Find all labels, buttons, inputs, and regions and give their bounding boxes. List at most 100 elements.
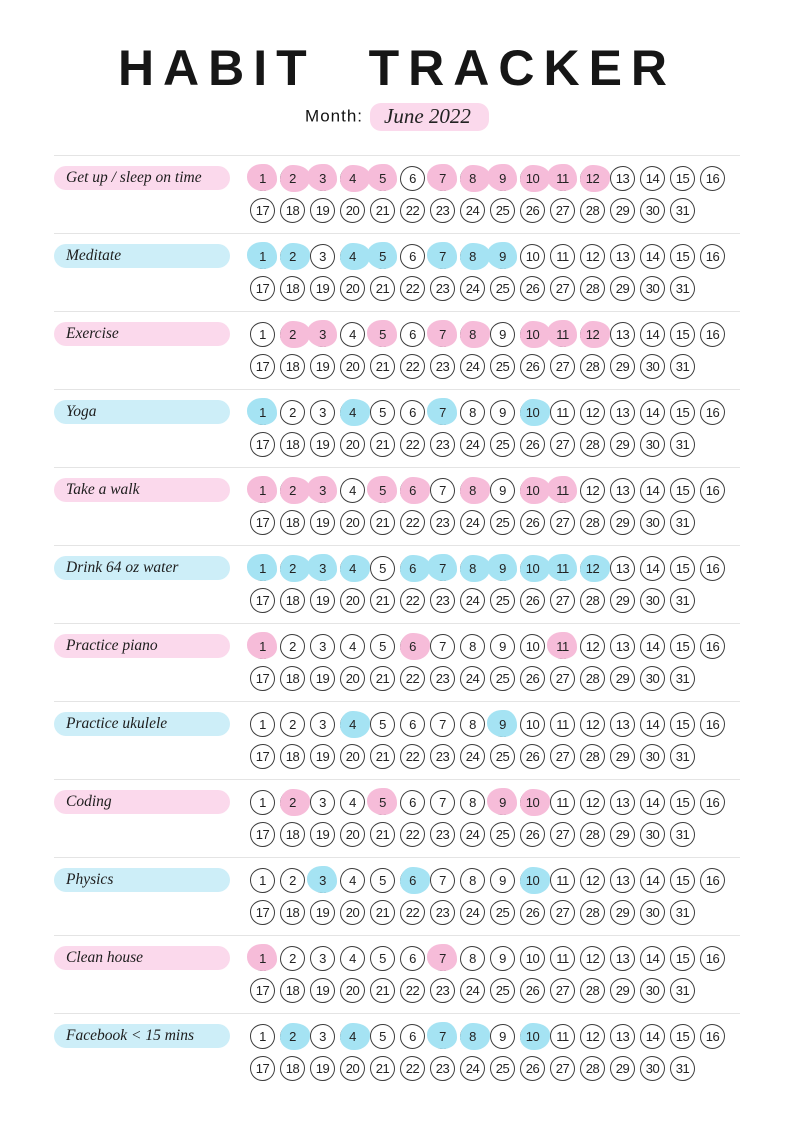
days-17-31: 17 18 19 20 21 22 23 24 25 26 27 28 29 30 31 [250,431,725,457]
day-cell: 10 [520,243,545,269]
day-cell: 1 [247,943,277,971]
day-cell: 22 [400,665,425,691]
habit-label: Take a walk [54,478,230,502]
days-1-16: 1 2 3 4 5 6 7 8 9 10 11 12 13 14 15 16 [250,709,725,738]
day-cell: 15 [670,945,695,971]
day-cell: 3 [307,319,337,347]
day-grid: 1 2 3 4 5 6 7 8 9 10 11 12 13 14 15 16 17 18 19 20 21 22 23 24… [247,397,725,457]
days-17-31: 17 18 19 20 21 22 23 24 25 26 27 28 29 30 31 [250,509,725,535]
day-cell: 9 [490,1023,515,1049]
day-cell: 13 [610,555,635,581]
day-cell: 13 [610,633,635,659]
day-cell: 8 [460,164,490,192]
day-cell: 11 [547,631,577,659]
day-cell: 31 [670,899,695,925]
day-cell: 30 [640,431,665,457]
day-cell: 9 [487,163,517,191]
day-cell: 26 [520,353,545,379]
days-17-31: 17 18 19 20 21 22 23 24 25 26 27 28 29 30 31 [250,665,725,691]
day-grid: 1 2 3 4 5 6 7 8 9 10 11 12 13 14 15 16 17 18 19 20 21 22 23 24… [247,475,725,535]
day-cell: 31 [670,353,695,379]
day-cell: 16 [700,477,725,503]
day-cell: 10 [520,398,550,426]
day-cell: 30 [640,821,665,847]
day-cell: 16 [700,789,725,815]
day-cell: 22 [400,431,425,457]
day-cell: 22 [400,353,425,379]
day-cell: 10 [520,554,550,582]
day-cell: 25 [490,431,515,457]
day-cell: 8 [460,633,485,659]
days-17-31: 17 18 19 20 21 22 23 24 25 26 27 28 29 30 31 [250,587,725,613]
day-cell: 3 [310,711,335,737]
day-cell: 5 [370,711,395,737]
day-grid: 1 2 3 4 5 6 7 8 9 10 11 12 13 14 15 16 17 18 19 20 21 22 23 24… [250,709,725,769]
habit-row: Clean house 1 2 3 4 5 6 7 8 9 10 11 12 13 14 15 16 17 18… [54,934,740,1013]
day-cell: 12 [580,399,605,425]
day-cell: 21 [370,431,395,457]
day-cell: 1 [247,475,277,503]
day-cell: 18 [280,353,305,379]
day-cell: 30 [640,899,665,925]
day-cell: 30 [640,197,665,223]
day-cell: 21 [370,821,395,847]
habit-label: Physics [54,868,230,892]
day-cell: 4 [340,554,370,582]
day-cell: 12 [580,945,605,971]
day-cell: 14 [640,555,665,581]
day-cell: 15 [670,711,695,737]
day-cell: 3 [307,553,337,581]
day-cell: 22 [400,275,425,301]
day-cell: 17 [250,821,275,847]
day-cell: 4 [340,789,365,815]
day-cell: 25 [490,587,515,613]
day-cell: 7 [427,397,457,425]
day-cell: 17 [250,431,275,457]
day-cell: 7 [427,553,457,581]
day-cell: 25 [490,509,515,535]
habit-row: Facebook < 15 mins 1 2 3 4 5 6 7 8 9 10 11 12 13 14 15… [54,1012,740,1091]
day-cell: 15 [670,477,695,503]
day-cell: 8 [460,399,485,425]
day-cell: 26 [520,275,545,301]
day-cell: 30 [640,743,665,769]
day-cell: 23 [430,743,455,769]
day-cell: 23 [430,977,455,1003]
habit-row: Drink 64 oz water 1 2 3 4 5 6 7 8 9 10 11 12 13 14 15 1… [54,544,740,623]
day-cell: 11 [547,475,577,503]
day-cell: 30 [640,275,665,301]
day-cell: 22 [400,821,425,847]
day-cell: 18 [280,977,305,1003]
day-cell: 20 [340,509,365,535]
day-cell: 25 [490,353,515,379]
day-cell: 26 [520,587,545,613]
day-cell: 29 [610,665,635,691]
day-cell: 18 [280,197,305,223]
day-cell: 11 [550,789,575,815]
days-1-16: 1 2 3 4 5 6 7 8 9 10 11 12 13 14 15 16 [247,397,725,426]
day-cell: 7 [430,633,455,659]
day-cell: 6 [400,1023,425,1049]
day-cell: 31 [670,821,695,847]
day-cell: 29 [610,197,635,223]
day-cell: 22 [400,197,425,223]
day-cell: 3 [310,945,335,971]
days-1-16: 1 2 3 4 5 6 7 8 9 10 11 12 13 14 15 16 [250,319,725,348]
day-cell: 22 [400,1055,425,1081]
habit-label: Facebook < 15 mins [54,1024,230,1048]
day-cell: 26 [520,431,545,457]
day-cell: 24 [460,431,485,457]
habit-row: Physics 1 2 3 4 5 6 7 8 9 10 11 12 13 14 15 16 17 18 19 20… [54,856,740,935]
day-cell: 3 [307,163,337,191]
day-cell: 15 [670,165,695,191]
day-cell: 26 [520,665,545,691]
day-cell: 1 [247,163,277,191]
day-cell: 2 [280,945,305,971]
days-1-16: 1 2 3 4 5 6 7 8 9 10 11 12 13 14 15 16 [250,865,725,894]
day-cell: 6 [400,165,425,191]
day-cell: 18 [280,1055,305,1081]
day-cell: 5 [370,633,395,659]
day-cell: 15 [670,633,695,659]
page-title: HABIT TRACKER [117,40,677,96]
